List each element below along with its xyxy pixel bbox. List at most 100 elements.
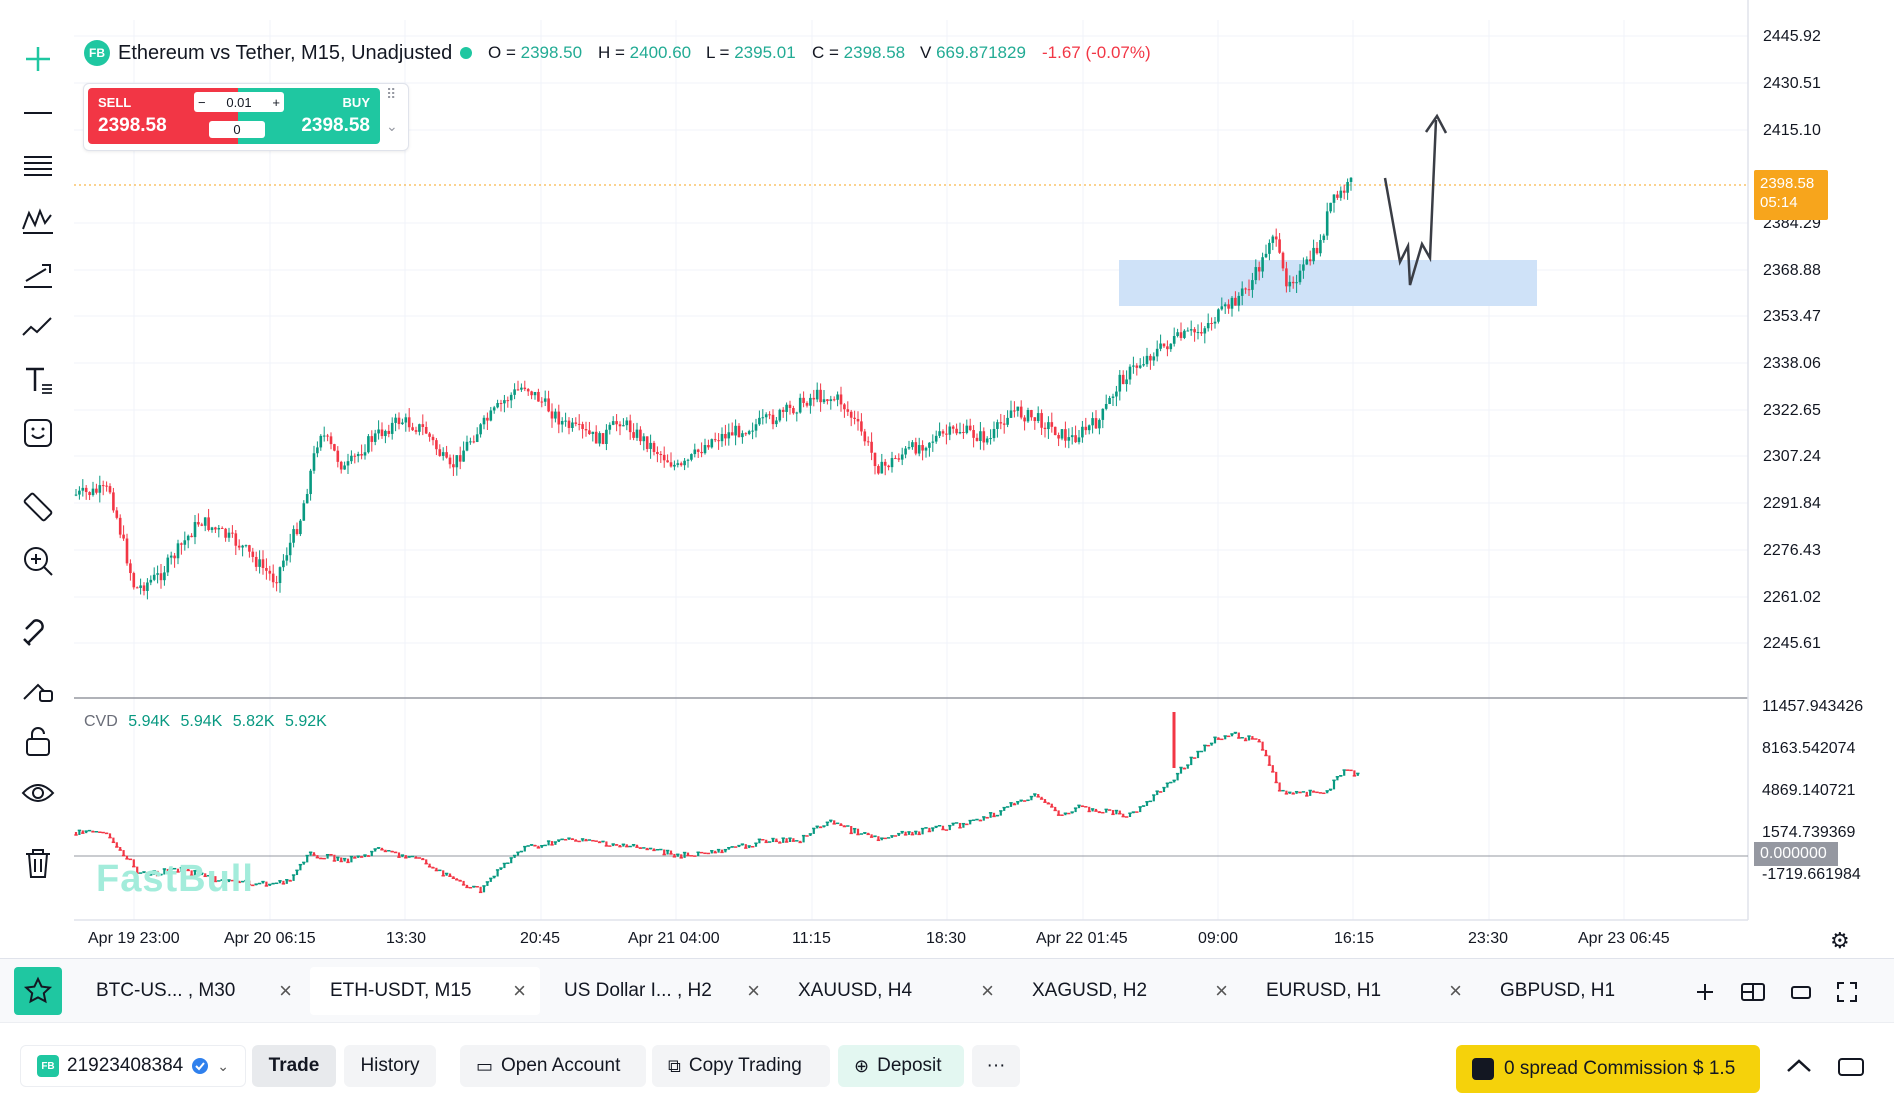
- candle-body: [1060, 429, 1064, 439]
- candle-body: [938, 431, 941, 436]
- candle-body: [683, 460, 686, 466]
- tab-us-dollar-index[interactable]: US Dollar I... , H2 ×: [564, 978, 760, 1003]
- add-tab-icon[interactable]: [1690, 977, 1720, 1007]
- candle-body: [554, 411, 557, 419]
- chevron-down-icon[interactable]: ⌄: [386, 118, 398, 134]
- candle-body: [581, 424, 584, 430]
- close-icon[interactable]: ×: [1449, 978, 1462, 1003]
- fib-retracement-icon[interactable]: [14, 144, 62, 190]
- candle-body: [1213, 321, 1217, 324]
- favorites-button[interactable]: [14, 967, 62, 1015]
- candle-body: [975, 437, 979, 441]
- candle-body: [659, 454, 663, 456]
- ruler-icon[interactable]: [14, 484, 62, 530]
- candle-body: [278, 567, 282, 584]
- lot-plus-button[interactable]: +: [272, 94, 280, 110]
- forecast-path[interactable]: [1383, 119, 1438, 286]
- deposit-button[interactable]: ⊕ Deposit: [838, 1045, 964, 1087]
- tab-xauusd[interactable]: XAUUSD, H4 ×: [798, 978, 994, 1003]
- history-tab[interactable]: History: [344, 1045, 436, 1087]
- candle-body: [751, 430, 754, 432]
- account-selector[interactable]: FB 21923408384 ⌄: [20, 1045, 246, 1087]
- eye-icon[interactable]: [14, 770, 62, 816]
- sell-button[interactable]: SELL 2398.58: [88, 88, 206, 144]
- unlock-icon[interactable]: [14, 718, 62, 764]
- magnet-icon[interactable]: [14, 610, 62, 656]
- candle-body: [639, 429, 642, 442]
- tab-eth-usdt[interactable]: ETH-USDT, M15 ×: [310, 967, 540, 1015]
- trash-icon[interactable]: [14, 840, 62, 886]
- candle-body: [421, 424, 425, 427]
- candle-body: [1329, 202, 1332, 212]
- candle-body: [1206, 322, 1210, 329]
- candle-body: [186, 535, 190, 541]
- candle-body: [635, 429, 639, 438]
- crosshair-icon[interactable]: [14, 36, 62, 82]
- pattern-icon[interactable]: [14, 196, 62, 242]
- lot-minus-button[interactable]: −: [198, 94, 206, 110]
- minimize-panel-icon[interactable]: [1836, 1055, 1866, 1084]
- chart-settings-icon[interactable]: ⚙: [1830, 928, 1850, 953]
- candle-body: [472, 441, 476, 443]
- candle-body: [118, 517, 122, 535]
- bar-countdown: 05:14: [1760, 194, 1798, 211]
- chevron-up-icon[interactable]: [1784, 1053, 1814, 1084]
- emoji-icon[interactable]: [14, 410, 62, 456]
- close-icon[interactable]: ×: [1215, 978, 1228, 1003]
- candle-body: [462, 450, 465, 462]
- candle-body: [1268, 242, 1271, 254]
- copy-trading-button[interactable]: ⧉ Copy Trading: [652, 1045, 830, 1087]
- candle-body: [1223, 304, 1227, 307]
- zoom-in-icon[interactable]: [14, 538, 62, 584]
- lot-value[interactable]: 0.01: [226, 94, 252, 110]
- chart-title[interactable]: Ethereum vs Tether, M15, Unadjusted: [118, 41, 453, 64]
- price-axis-label: 2415.10: [1763, 122, 1821, 139]
- more-button[interactable]: ···: [972, 1045, 1020, 1087]
- candle-body: [1125, 379, 1128, 385]
- projection-icon[interactable]: [14, 250, 62, 296]
- trend-line-icon[interactable]: [14, 90, 62, 136]
- buy-button[interactable]: BUY 2398.58: [270, 88, 380, 144]
- candle-body: [737, 425, 741, 438]
- candle-body: [934, 435, 938, 442]
- promo-banner[interactable]: 0 spread Commission $ 1.5: [1456, 1045, 1760, 1093]
- drag-handle-icon[interactable]: ⠿: [386, 86, 397, 102]
- close-icon[interactable]: ×: [513, 978, 526, 1003]
- candle-body: [863, 431, 867, 442]
- candle-body: [88, 492, 91, 496]
- prediction-icon[interactable]: [14, 302, 62, 348]
- close-icon[interactable]: ×: [747, 978, 760, 1003]
- price-axis-label: 2430.51: [1763, 75, 1821, 92]
- tab-btc-usdt[interactable]: BTC-US... , M30 ×: [96, 978, 292, 1003]
- tab-xagusd[interactable]: XAGUSD, H2 ×: [1032, 978, 1228, 1003]
- fullscreen-icon[interactable]: [1832, 977, 1862, 1007]
- tab-gbpusd[interactable]: GBPUSD, H1: [1500, 980, 1616, 1001]
- demand-zone[interactable]: [1119, 260, 1537, 306]
- close-icon[interactable]: ×: [981, 978, 994, 1003]
- text-tool-icon[interactable]: [14, 356, 62, 402]
- candle-body: [1172, 336, 1176, 344]
- candle-body: [176, 543, 180, 559]
- window-icon[interactable]: [1786, 977, 1816, 1007]
- candle-body: [404, 417, 408, 423]
- amount-input[interactable]: 0: [209, 121, 265, 138]
- close-icon[interactable]: ×: [279, 978, 292, 1003]
- candle-body: [1227, 304, 1230, 309]
- tab-eurusd[interactable]: EURUSD, H1 ×: [1266, 978, 1462, 1003]
- layout-icon[interactable]: [1738, 977, 1768, 1007]
- candle-body: [1257, 267, 1261, 272]
- candle-body: [200, 524, 204, 526]
- lock-drawing-icon[interactable]: [14, 664, 62, 710]
- candle-body: [149, 579, 153, 583]
- candle-body: [594, 431, 598, 444]
- candle-body: [513, 389, 516, 395]
- candle-body: [254, 556, 258, 567]
- candle-body: [958, 432, 962, 434]
- candle-body: [1240, 288, 1244, 296]
- candle-body: [999, 422, 1003, 424]
- trade-tab[interactable]: Trade: [252, 1045, 336, 1087]
- candle-body: [747, 431, 751, 434]
- open-account-button[interactable]: ▭ Open Account: [460, 1045, 646, 1087]
- candle-body: [302, 503, 306, 521]
- candle-body: [1291, 281, 1295, 284]
